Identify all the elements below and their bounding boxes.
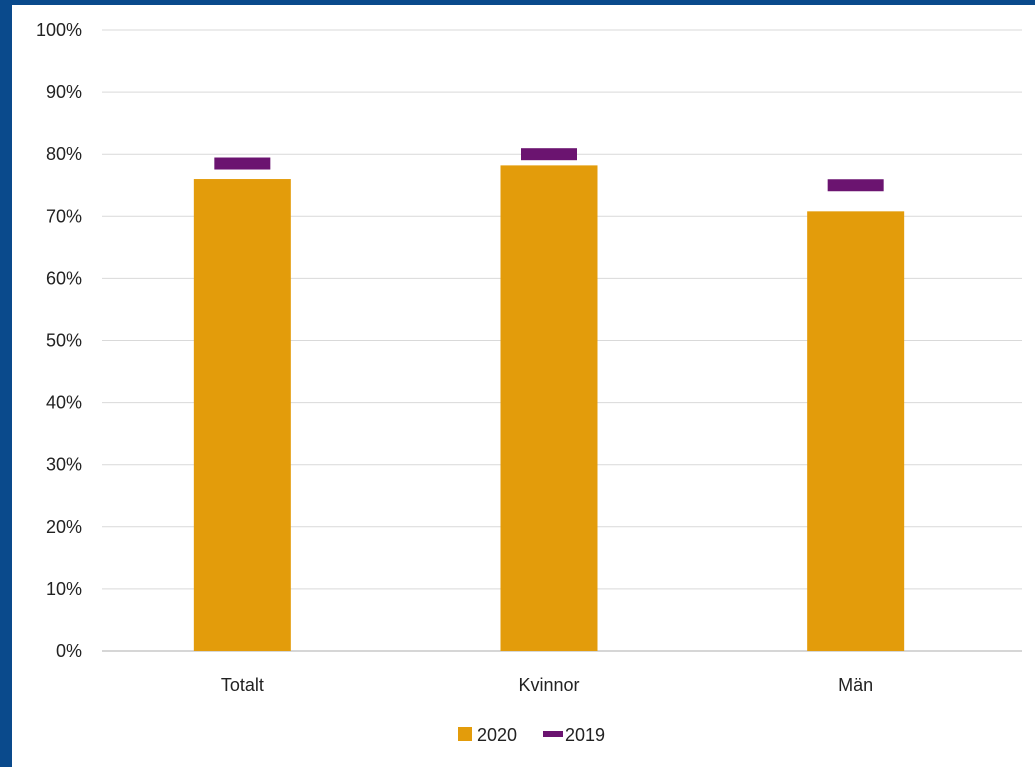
x-category-label: Kvinnor xyxy=(518,675,579,695)
y-tick-label: 90% xyxy=(46,82,82,102)
y-tick-label: 70% xyxy=(46,206,82,226)
legend-swatch-2020 xyxy=(458,727,472,741)
legend-label-2019: 2019 xyxy=(565,725,605,745)
x-category-label: Män xyxy=(838,675,873,695)
marker-2019 xyxy=(521,148,577,161)
x-category-label: Totalt xyxy=(221,675,264,695)
bar-chart: 0% 10% 20% 30% 40% 50% 60% 70% 80% 90% 100% Totalt… xyxy=(36,20,1022,745)
y-tick-label: 20% xyxy=(46,517,82,537)
y-tick-label: 80% xyxy=(46,144,82,164)
y-tick-label: 10% xyxy=(46,579,82,599)
y-axis-tick-labels: 0% 10% 20% 30% 40% 50% 60% 70% 80% 90% 100% xyxy=(36,20,82,661)
chart-panel: 0% 10% 20% 30% 40% 50% 60% 70% 80% 90% 100% Totalt… xyxy=(12,5,1035,767)
marker-2019 xyxy=(827,179,884,192)
bars-2020 xyxy=(193,165,905,652)
y-tick-label: 30% xyxy=(46,455,82,475)
legend: 2020 2019 xyxy=(458,725,605,745)
bar-2020 xyxy=(193,179,291,652)
legend-swatch-2019 xyxy=(543,731,563,737)
y-tick-label: 40% xyxy=(46,393,82,413)
marker-2019 xyxy=(214,157,271,170)
x-axis-category-labels: Totalt Kvinnor Män xyxy=(221,675,873,695)
bar-2020 xyxy=(807,211,905,651)
bar-2020 xyxy=(500,165,598,652)
y-tick-label: 50% xyxy=(46,331,82,351)
y-tick-label: 100% xyxy=(36,20,82,40)
markers-2019 xyxy=(214,148,884,192)
legend-label-2020: 2020 xyxy=(477,725,517,745)
y-tick-label: 0% xyxy=(56,641,82,661)
y-tick-label: 60% xyxy=(46,268,82,288)
